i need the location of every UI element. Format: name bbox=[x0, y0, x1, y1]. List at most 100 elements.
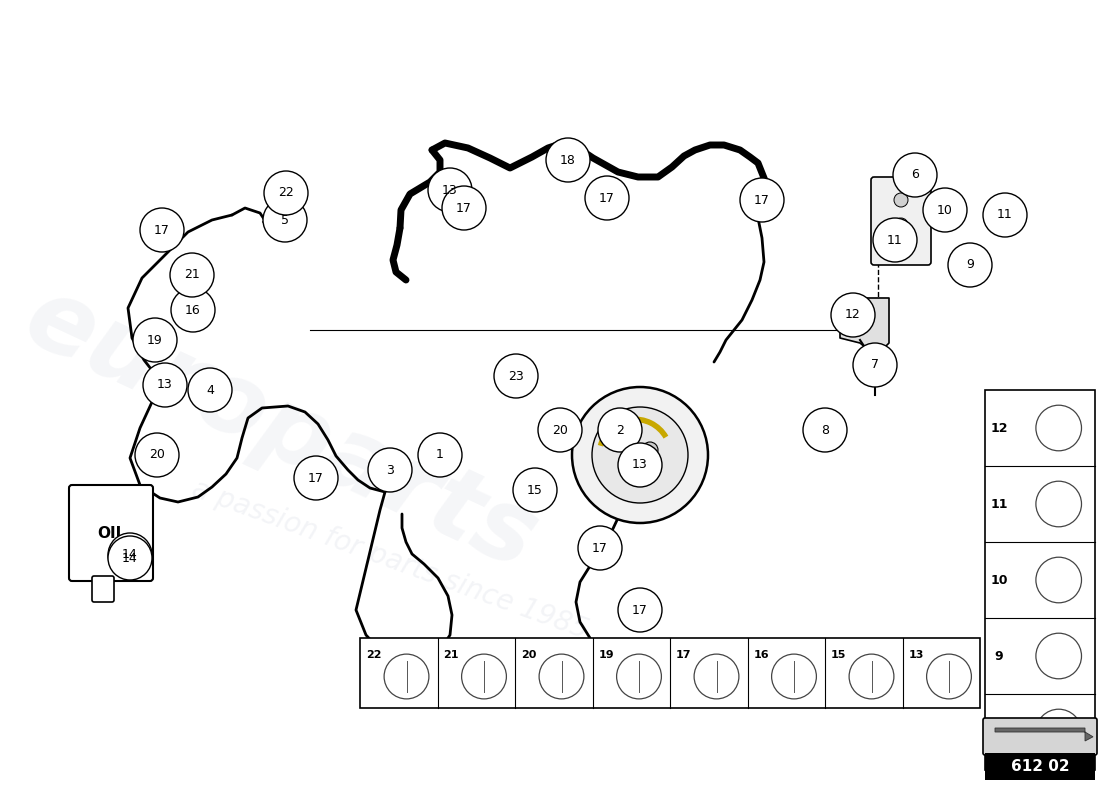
Text: 12: 12 bbox=[845, 309, 861, 322]
Text: 13: 13 bbox=[157, 378, 173, 391]
Text: 13: 13 bbox=[909, 650, 924, 660]
Circle shape bbox=[1036, 557, 1081, 603]
Circle shape bbox=[617, 654, 661, 699]
Text: 4: 4 bbox=[206, 383, 213, 397]
Circle shape bbox=[513, 468, 557, 512]
Text: 5: 5 bbox=[280, 214, 289, 226]
Circle shape bbox=[852, 343, 896, 387]
Text: 1: 1 bbox=[436, 449, 444, 462]
Text: 10: 10 bbox=[937, 203, 953, 217]
Circle shape bbox=[1036, 481, 1081, 527]
Circle shape bbox=[442, 186, 486, 230]
Circle shape bbox=[873, 218, 917, 262]
Text: 12: 12 bbox=[990, 422, 1008, 434]
Text: a passion for parts since 1985: a passion for parts since 1985 bbox=[188, 475, 592, 645]
Text: 17: 17 bbox=[755, 194, 770, 206]
FancyBboxPatch shape bbox=[92, 576, 114, 602]
Circle shape bbox=[740, 178, 784, 222]
Text: 13: 13 bbox=[632, 458, 648, 471]
Circle shape bbox=[462, 654, 506, 699]
Polygon shape bbox=[840, 298, 889, 353]
Circle shape bbox=[170, 253, 214, 297]
Circle shape bbox=[133, 318, 177, 362]
Circle shape bbox=[143, 363, 187, 407]
Circle shape bbox=[294, 456, 338, 500]
Text: 20: 20 bbox=[521, 650, 537, 660]
Text: 14: 14 bbox=[122, 551, 138, 565]
Circle shape bbox=[263, 198, 307, 242]
FancyBboxPatch shape bbox=[871, 177, 931, 265]
Text: 11: 11 bbox=[990, 498, 1008, 510]
FancyBboxPatch shape bbox=[69, 485, 153, 581]
Text: 9: 9 bbox=[966, 258, 974, 271]
Text: 8: 8 bbox=[994, 726, 1003, 738]
Text: 17: 17 bbox=[632, 603, 648, 617]
Text: 17: 17 bbox=[676, 650, 692, 660]
Circle shape bbox=[618, 443, 662, 487]
Circle shape bbox=[592, 407, 688, 503]
Circle shape bbox=[894, 218, 908, 232]
Circle shape bbox=[108, 533, 152, 577]
Text: 17: 17 bbox=[154, 223, 169, 237]
Text: 13: 13 bbox=[442, 183, 458, 197]
Circle shape bbox=[368, 448, 412, 492]
Text: OIL: OIL bbox=[97, 526, 125, 541]
Circle shape bbox=[384, 654, 429, 699]
Circle shape bbox=[572, 387, 708, 523]
Circle shape bbox=[494, 354, 538, 398]
Text: 16: 16 bbox=[185, 303, 201, 317]
Circle shape bbox=[546, 138, 590, 182]
Circle shape bbox=[948, 243, 992, 287]
Circle shape bbox=[926, 654, 971, 699]
Circle shape bbox=[108, 536, 152, 580]
Circle shape bbox=[135, 433, 179, 477]
Circle shape bbox=[1036, 634, 1081, 678]
Circle shape bbox=[538, 408, 582, 452]
Polygon shape bbox=[996, 728, 1093, 741]
Text: 8: 8 bbox=[821, 423, 829, 437]
Text: 22: 22 bbox=[278, 186, 294, 199]
Circle shape bbox=[1036, 405, 1081, 451]
Text: 17: 17 bbox=[308, 471, 323, 485]
Text: 14: 14 bbox=[122, 549, 138, 562]
Circle shape bbox=[642, 442, 658, 458]
FancyBboxPatch shape bbox=[360, 638, 980, 708]
Circle shape bbox=[694, 654, 739, 699]
FancyBboxPatch shape bbox=[984, 753, 1094, 780]
FancyBboxPatch shape bbox=[983, 718, 1097, 755]
Circle shape bbox=[983, 193, 1027, 237]
Text: 21: 21 bbox=[443, 650, 459, 660]
Circle shape bbox=[923, 188, 967, 232]
Text: 11: 11 bbox=[997, 209, 1013, 222]
Text: 10: 10 bbox=[990, 574, 1008, 586]
Circle shape bbox=[585, 176, 629, 220]
Text: 9: 9 bbox=[994, 650, 1003, 662]
Circle shape bbox=[539, 654, 584, 699]
Circle shape bbox=[803, 408, 847, 452]
Text: 21: 21 bbox=[184, 269, 200, 282]
Text: 11: 11 bbox=[887, 234, 903, 246]
Text: 3: 3 bbox=[386, 463, 394, 477]
Text: 18: 18 bbox=[560, 154, 576, 166]
Text: 17: 17 bbox=[456, 202, 472, 214]
Text: 23: 23 bbox=[508, 370, 524, 382]
Circle shape bbox=[1036, 709, 1081, 755]
Text: 20: 20 bbox=[150, 449, 165, 462]
Circle shape bbox=[894, 243, 908, 257]
Text: 22: 22 bbox=[366, 650, 382, 660]
Circle shape bbox=[618, 588, 662, 632]
Text: 6: 6 bbox=[911, 169, 918, 182]
Text: 17: 17 bbox=[592, 542, 608, 554]
Text: 2: 2 bbox=[616, 423, 624, 437]
Text: europarts: europarts bbox=[9, 269, 551, 591]
FancyBboxPatch shape bbox=[984, 390, 1094, 770]
Text: 612 02: 612 02 bbox=[1011, 759, 1069, 774]
Circle shape bbox=[771, 654, 816, 699]
Circle shape bbox=[140, 208, 184, 252]
Text: 15: 15 bbox=[527, 483, 543, 497]
Circle shape bbox=[894, 193, 908, 207]
Circle shape bbox=[418, 433, 462, 477]
Circle shape bbox=[598, 408, 642, 452]
Text: 17: 17 bbox=[600, 191, 615, 205]
Circle shape bbox=[849, 654, 894, 699]
